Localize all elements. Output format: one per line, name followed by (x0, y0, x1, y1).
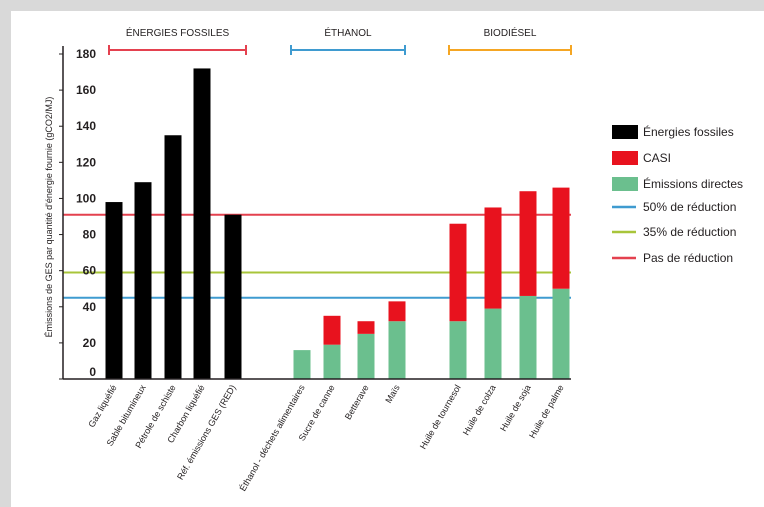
y-tick-label-40: 40 (83, 300, 97, 314)
x-tick-label-huile-de-tournesol: Huile de tournesol (418, 383, 463, 451)
legend-casi-swatch (612, 151, 638, 165)
y-tick-label-100: 100 (76, 191, 96, 205)
x-tick-label-betterave: Betterave (343, 383, 371, 421)
legend-emissions-directes-swatch (612, 177, 638, 191)
x-tick-label-ref-emissions-ges-red: Réf. émissions GES (RED) (175, 383, 238, 482)
group-energies-fossiles-label: ÉNERGIES FOSSILES (126, 26, 230, 39)
y-tick-label-120: 120 (76, 155, 96, 169)
y-tick-label-140: 140 (76, 119, 96, 133)
legend-energies-fossiles-swatch (612, 125, 638, 139)
bar-energies-fossiles-sable-bitumineux (134, 182, 152, 379)
y-tick-label-160: 160 (76, 83, 96, 97)
x-tick-label-huile-de-soja: Huile de soja (498, 383, 533, 433)
bar-emissions-directes-huile-de-colza (484, 308, 502, 379)
y-tick-label-0: 0 (89, 365, 96, 379)
bar-casi-mais (388, 301, 406, 322)
bar-energies-fossiles-ref-emissions-ges-red (224, 214, 242, 379)
bar-emissions-directes-sucre-de-canne (323, 344, 341, 379)
legend-35-de-reduction-label: 35% de réduction (643, 225, 736, 239)
x-tick-label-mais: Maïs (383, 383, 402, 405)
bar-casi-huile-de-soja (519, 191, 537, 296)
bar-casi-huile-de-colza (484, 207, 502, 309)
bar-emissions-directes-mais (388, 321, 406, 379)
y-tick-label-20: 20 (83, 336, 97, 350)
bar-emissions-directes-huile-de-tournesol (449, 321, 467, 379)
y-tick-label-80: 80 (83, 228, 97, 242)
x-tick-label-gaz-liquefie: Gaz liquéfié (86, 383, 118, 429)
bar-emissions-directes-huile-de-palme (552, 288, 570, 379)
bar-emissions-directes-betterave (357, 333, 375, 379)
y-tick-label-180: 180 (76, 47, 96, 61)
legend-emissions-directes-label: Émissions directes (643, 176, 743, 191)
bar-casi-sucre-de-canne (323, 315, 341, 345)
bar-emissions-directes-huile-de-soja (519, 295, 537, 379)
x-tick-label-huile-de-palme: Huile de palme (527, 383, 566, 440)
bar-casi-huile-de-palme (552, 187, 570, 289)
bar-energies-fossiles-petrole-de-schiste (164, 135, 182, 379)
legend-pas-de-reduction-label: Pas de réduction (643, 251, 733, 265)
legend-energies-fossiles-label: Énergies fossiles (643, 124, 734, 139)
legend-50-de-reduction-label: 50% de réduction (643, 200, 736, 214)
bar-emissions-directes-ethanol-dechets-alimentaires (293, 350, 311, 379)
legend-casi-label: CASI (643, 151, 671, 165)
bar-casi-betterave (357, 321, 375, 334)
bar-energies-fossiles-charbon-liquefie (193, 68, 211, 379)
x-tick-label-huile-de-colza: Huile de colza (461, 383, 498, 437)
group-ethanol-label: ÉTHANOL (324, 26, 372, 39)
y-axis-title: Émissions de GES par quantité d'énergie … (44, 97, 54, 338)
y-tick-label-60: 60 (83, 264, 97, 278)
bar-energies-fossiles-gaz-liquefie (105, 202, 123, 379)
group-biodiesel-label: BIODIÉSEL (484, 26, 537, 39)
bar-casi-huile-de-tournesol (449, 223, 467, 322)
